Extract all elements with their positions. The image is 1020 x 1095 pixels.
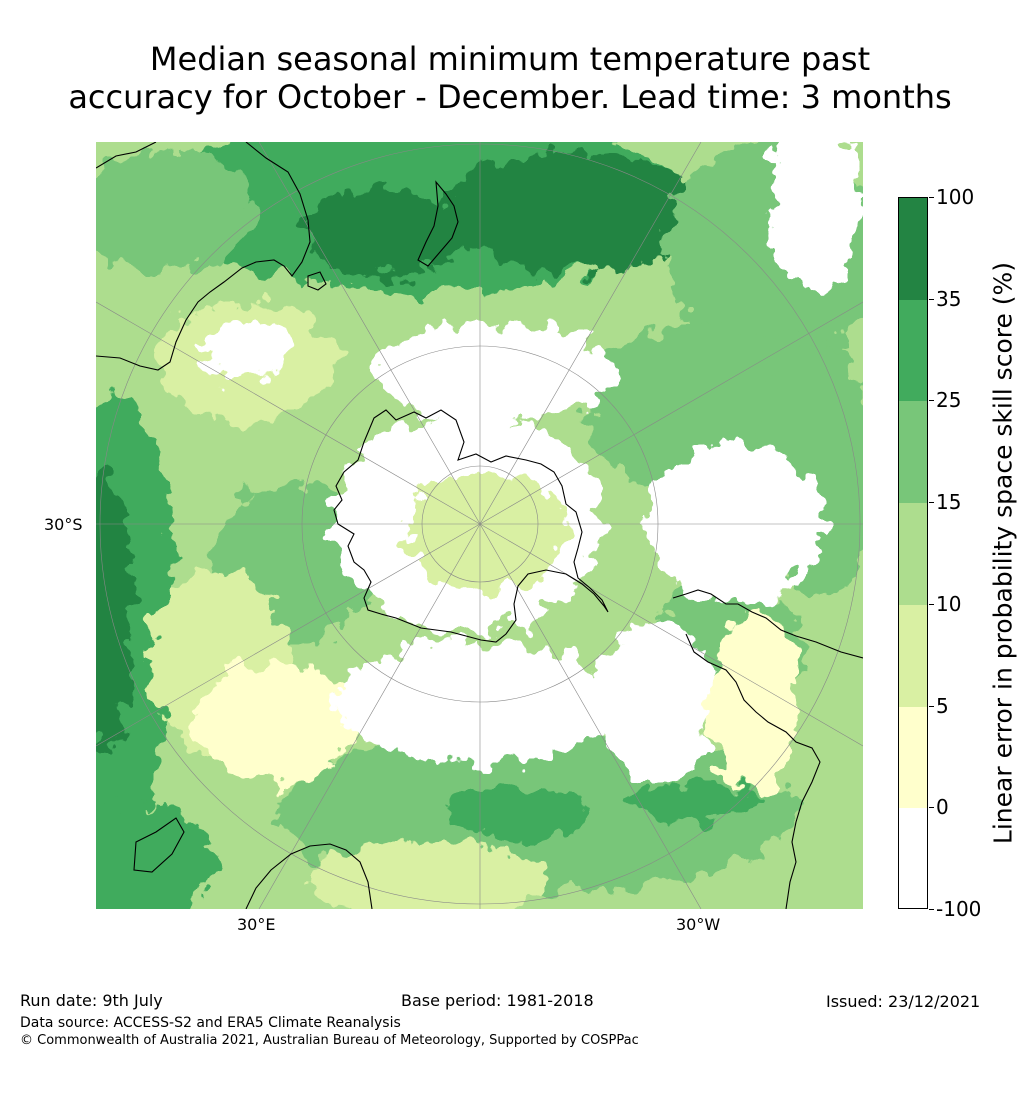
- zone-pale-e: [306, 842, 546, 909]
- zone-pale-c: [196, 662, 356, 782]
- new-zealand-coast: [417, 180, 459, 267]
- colorbar-tick-label: 100: [936, 185, 975, 209]
- antarctica-coast: [333, 409, 609, 643]
- data-source: Data source: ACCESS-S2 and ERA5 Climate …: [20, 1015, 401, 1031]
- colorbar-bin-3: [899, 503, 927, 606]
- colorbar-tick-label: 10: [936, 592, 962, 616]
- colorbar: [898, 197, 928, 909]
- title-line-1: Median seasonal minimum temperature past: [149, 40, 871, 78]
- zone-tasman-core: [306, 187, 466, 277]
- copyright: © Commonwealth of Australia 2021, Austra…: [20, 1033, 639, 1048]
- colorbar-bin-4: [899, 604, 927, 707]
- zone-sw: [96, 802, 216, 909]
- title-line-2: accuracy for October - December. Lead ti…: [68, 78, 952, 116]
- australia-coast: [96, 142, 311, 371]
- lon-label-30w: 30°W: [676, 915, 721, 934]
- colorbar-tick-label: 0: [936, 795, 949, 819]
- tasmania-coast: [307, 271, 327, 291]
- meridian-30w: [479, 523, 702, 909]
- graticule: [96, 142, 863, 909]
- zone-pale-d: [711, 612, 801, 792]
- skill-score-map: [96, 142, 863, 909]
- colorbar-tick-mark: [929, 197, 934, 198]
- colorbar-tick-label: 5: [936, 694, 949, 718]
- colorbar-tick-mark: [929, 807, 934, 808]
- meridian-120w: [479, 301, 863, 525]
- lat-label-30s: 30°S: [44, 515, 83, 534]
- zone-white-b: [376, 322, 616, 422]
- colorbar-tick-label: 15: [936, 490, 962, 514]
- colorbar-tick-mark: [929, 502, 934, 503]
- zone-pacific-core: [446, 152, 706, 272]
- chart-title: Median seasonal minimum temperature past…: [0, 40, 1020, 116]
- zone-antarctica-inner: [406, 472, 566, 592]
- meridian-60e: [96, 523, 481, 747]
- meridian-30e: [258, 523, 481, 909]
- meridian-150e: [258, 142, 481, 525]
- zone-white-c: [646, 442, 826, 602]
- map-svg: [96, 142, 863, 909]
- colorbar-tick-mark: [929, 706, 934, 707]
- colorbar-tick-mark: [929, 400, 934, 401]
- meridian-120e: [96, 301, 481, 525]
- zone-white-e: [596, 622, 716, 782]
- africa-coast: [245, 843, 373, 909]
- issued-date: Issued: 23/12/2021: [826, 992, 981, 1011]
- zone-south-core-a: [446, 787, 586, 837]
- meridian-150w: [479, 142, 702, 525]
- zone-white-a: [201, 322, 291, 382]
- run-date: Run date: 9th July: [20, 991, 163, 1010]
- colorbar-tick-mark: [929, 604, 934, 605]
- zone-west-core: [96, 472, 131, 752]
- colorbar-tick-label: -100: [936, 897, 982, 921]
- colorbar-title-text: Linear error in probability space skill …: [988, 261, 1018, 845]
- madagascar-coast: [133, 817, 185, 873]
- colorbar-bin-5: [899, 706, 927, 809]
- colorbar-tick-label: 35: [936, 287, 962, 311]
- colorbar-tick-label: 25: [936, 388, 962, 412]
- base-period: Base period: 1981-2018: [401, 991, 594, 1010]
- lon-label-30e: 30°E: [237, 915, 276, 934]
- colorbar-tick-mark: [929, 299, 934, 300]
- meridian-60w: [479, 523, 863, 747]
- zone-ne-white: [771, 142, 861, 292]
- colorbar-tick-mark: [929, 909, 934, 910]
- colorbar-bin-0: [899, 198, 927, 300]
- zone-nw: [96, 152, 256, 272]
- colorbar-bin-1: [899, 299, 927, 402]
- colorbar-bin-2: [899, 401, 927, 504]
- zone-south-core-b: [636, 780, 756, 824]
- coastlines: [96, 142, 863, 909]
- colorbar-bin-6: [899, 808, 927, 908]
- south-america-coast: [672, 589, 863, 909]
- skill-field: [96, 142, 863, 909]
